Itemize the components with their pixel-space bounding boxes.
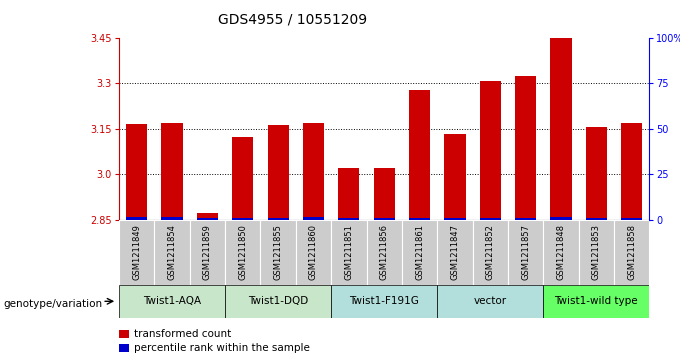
Bar (585, 127, 607, 220)
Bar (190, 220, 225, 285)
Bar (225, 220, 260, 285)
Bar (373, 168, 395, 220)
Bar (331, 285, 437, 318)
Bar (303, 123, 324, 220)
Bar (296, 220, 331, 285)
Bar (373, 218, 395, 220)
Bar (126, 125, 148, 220)
Bar (119, 330, 129, 338)
Bar (119, 220, 154, 285)
Text: GDS4955 / 10551209: GDS4955 / 10551209 (218, 13, 367, 27)
Bar (621, 218, 643, 220)
Text: transformed count: transformed count (133, 329, 231, 339)
Bar (402, 220, 437, 285)
Bar (543, 285, 649, 318)
Text: Twist1-wild type: Twist1-wild type (555, 296, 638, 306)
Bar (437, 285, 543, 318)
Text: GSM1211853: GSM1211853 (592, 224, 601, 280)
Bar (225, 285, 331, 318)
Bar (119, 285, 225, 318)
Bar (232, 137, 254, 220)
Bar (260, 220, 296, 285)
Bar (267, 125, 289, 220)
Bar (161, 123, 183, 220)
Bar (550, 217, 572, 220)
Bar (161, 217, 183, 220)
Bar (338, 168, 360, 220)
Bar (232, 218, 254, 220)
Text: vector: vector (474, 296, 507, 306)
Bar (267, 218, 289, 220)
Bar (119, 344, 129, 352)
Bar (550, 37, 572, 220)
Bar (614, 220, 649, 285)
Bar (444, 134, 466, 220)
Text: Twist1-AQA: Twist1-AQA (143, 296, 201, 306)
Bar (437, 220, 473, 285)
Text: GSM1211859: GSM1211859 (203, 224, 212, 280)
Text: GSM1211860: GSM1211860 (309, 224, 318, 280)
Text: GSM1211849: GSM1211849 (132, 224, 141, 280)
Bar (479, 218, 501, 220)
Bar (508, 220, 543, 285)
Bar (197, 219, 218, 220)
Bar (543, 220, 579, 285)
Text: GSM1211854: GSM1211854 (167, 224, 177, 280)
Bar (444, 218, 466, 220)
Bar (126, 217, 148, 220)
Bar (579, 220, 614, 285)
Bar (197, 213, 218, 220)
Bar (515, 218, 537, 220)
Text: GSM1211850: GSM1211850 (238, 224, 248, 280)
Bar (338, 218, 360, 220)
Text: GSM1211856: GSM1211856 (379, 224, 389, 280)
Bar (367, 220, 402, 285)
Text: GSM1211848: GSM1211848 (556, 224, 566, 280)
Bar (473, 220, 508, 285)
Text: GSM1211855: GSM1211855 (273, 224, 283, 280)
Bar (479, 81, 501, 220)
Text: GSM1211847: GSM1211847 (450, 224, 460, 280)
Bar (585, 218, 607, 220)
Bar (154, 220, 190, 285)
Text: GSM1211852: GSM1211852 (486, 224, 495, 280)
Bar (409, 218, 430, 220)
Text: Twist1-DQD: Twist1-DQD (248, 296, 308, 306)
Text: percentile rank within the sample: percentile rank within the sample (133, 343, 309, 353)
Text: GSM1211857: GSM1211857 (521, 224, 530, 280)
Bar (303, 217, 324, 220)
Text: genotype/variation: genotype/variation (3, 299, 103, 309)
Bar (409, 90, 430, 220)
Text: GSM1211858: GSM1211858 (627, 224, 636, 280)
Text: GSM1211851: GSM1211851 (344, 224, 354, 280)
Bar (331, 220, 367, 285)
Text: Twist1-F191G: Twist1-F191G (350, 296, 419, 306)
Bar (621, 123, 643, 220)
Text: GSM1211861: GSM1211861 (415, 224, 424, 280)
Bar (515, 76, 537, 220)
